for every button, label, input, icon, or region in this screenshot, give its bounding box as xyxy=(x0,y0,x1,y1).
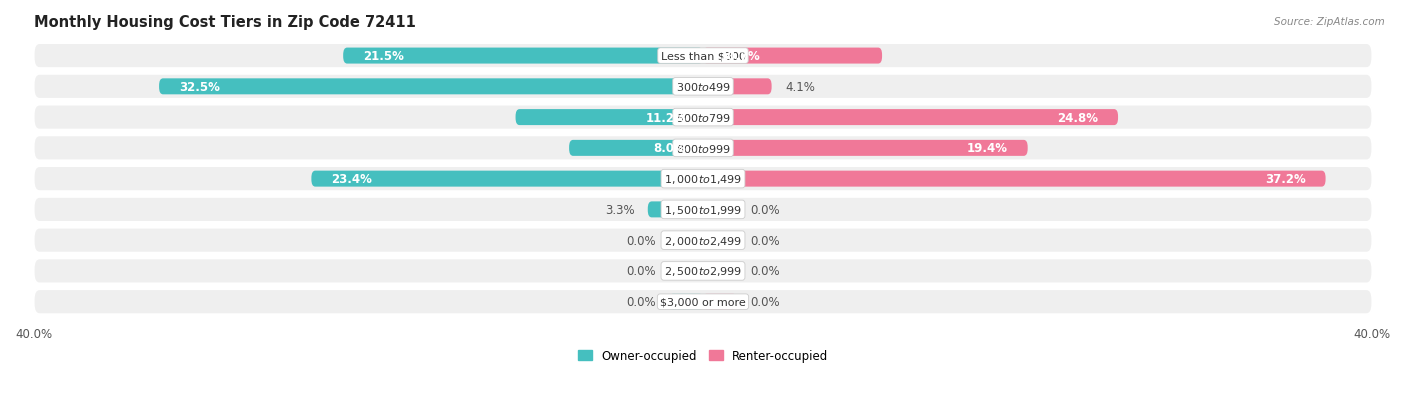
FancyBboxPatch shape xyxy=(34,290,1372,315)
Text: Less than $300: Less than $300 xyxy=(661,52,745,62)
FancyBboxPatch shape xyxy=(159,79,703,95)
Text: Monthly Housing Cost Tiers in Zip Code 72411: Monthly Housing Cost Tiers in Zip Code 7… xyxy=(34,15,415,30)
Text: 10.7%: 10.7% xyxy=(720,50,761,63)
Text: 0.0%: 0.0% xyxy=(627,265,657,278)
FancyBboxPatch shape xyxy=(669,263,703,279)
FancyBboxPatch shape xyxy=(703,140,1028,157)
Text: 0.0%: 0.0% xyxy=(749,265,779,278)
FancyBboxPatch shape xyxy=(703,48,882,64)
FancyBboxPatch shape xyxy=(703,79,772,95)
FancyBboxPatch shape xyxy=(34,44,1372,69)
Text: 0.0%: 0.0% xyxy=(749,203,779,216)
FancyBboxPatch shape xyxy=(703,110,1118,126)
Text: 3.3%: 3.3% xyxy=(605,203,634,216)
Text: 0.0%: 0.0% xyxy=(749,234,779,247)
FancyBboxPatch shape xyxy=(311,171,703,187)
FancyBboxPatch shape xyxy=(34,136,1372,161)
FancyBboxPatch shape xyxy=(516,110,703,126)
Text: Source: ZipAtlas.com: Source: ZipAtlas.com xyxy=(1274,17,1385,26)
Text: $1,500 to $1,999: $1,500 to $1,999 xyxy=(664,203,742,216)
FancyBboxPatch shape xyxy=(34,197,1372,223)
Text: $2,500 to $2,999: $2,500 to $2,999 xyxy=(664,265,742,278)
FancyBboxPatch shape xyxy=(703,202,737,218)
Text: 11.2%: 11.2% xyxy=(645,112,686,124)
Legend: Owner-occupied, Renter-occupied: Owner-occupied, Renter-occupied xyxy=(572,345,834,367)
FancyBboxPatch shape xyxy=(648,202,703,218)
Text: 0.0%: 0.0% xyxy=(627,234,657,247)
Text: 4.1%: 4.1% xyxy=(785,81,815,94)
Text: $800 to $999: $800 to $999 xyxy=(675,142,731,154)
Text: 21.5%: 21.5% xyxy=(363,50,404,63)
Text: 0.0%: 0.0% xyxy=(749,295,779,309)
Text: 32.5%: 32.5% xyxy=(179,81,221,94)
FancyBboxPatch shape xyxy=(34,228,1372,253)
Text: $3,000 or more: $3,000 or more xyxy=(661,297,745,307)
FancyBboxPatch shape xyxy=(703,294,737,310)
Text: 8.0%: 8.0% xyxy=(654,142,686,155)
Text: 23.4%: 23.4% xyxy=(332,173,373,186)
FancyBboxPatch shape xyxy=(34,166,1372,192)
FancyBboxPatch shape xyxy=(34,259,1372,284)
FancyBboxPatch shape xyxy=(703,171,1326,187)
FancyBboxPatch shape xyxy=(569,140,703,157)
FancyBboxPatch shape xyxy=(669,233,703,249)
FancyBboxPatch shape xyxy=(703,263,737,279)
FancyBboxPatch shape xyxy=(669,294,703,310)
Text: $1,000 to $1,499: $1,000 to $1,499 xyxy=(664,173,742,186)
FancyBboxPatch shape xyxy=(703,233,737,249)
FancyBboxPatch shape xyxy=(34,74,1372,100)
Text: 19.4%: 19.4% xyxy=(966,142,1008,155)
FancyBboxPatch shape xyxy=(343,48,703,64)
Text: 24.8%: 24.8% xyxy=(1057,112,1098,124)
Text: $500 to $799: $500 to $799 xyxy=(675,112,731,124)
Text: 37.2%: 37.2% xyxy=(1265,173,1306,186)
Text: 0.0%: 0.0% xyxy=(627,295,657,309)
Text: $2,000 to $2,499: $2,000 to $2,499 xyxy=(664,234,742,247)
FancyBboxPatch shape xyxy=(34,105,1372,131)
Text: $300 to $499: $300 to $499 xyxy=(675,81,731,93)
